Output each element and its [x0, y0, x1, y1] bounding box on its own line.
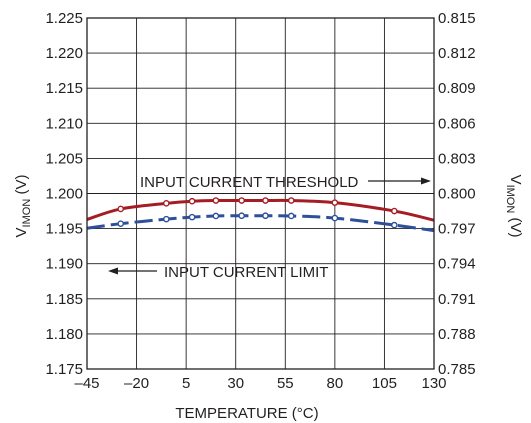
series-1-point	[117, 205, 125, 213]
grid	[86, 17, 435, 370]
y-right-title-sub: IMON	[504, 185, 516, 214]
series-1-point	[287, 197, 295, 204]
series-2-point	[117, 220, 125, 227]
series-2-point	[287, 212, 295, 220]
y-axis-right-title: VIMON (V)	[504, 175, 524, 238]
series-1-point	[163, 200, 170, 207]
y-axis-left-title: VIMON (V)	[13, 175, 33, 238]
series-1-point	[212, 197, 220, 204]
series-2-point	[163, 215, 170, 223]
series-2-point	[188, 213, 196, 221]
y-right-tick-label: 0.809	[438, 80, 476, 97]
y-right-title-unit: (V)	[507, 213, 524, 237]
x-axis-title: TEMPERATURE (°C)	[175, 405, 318, 422]
x-tick-label: 30	[227, 375, 244, 392]
x-tick-label: 5	[182, 375, 190, 392]
y-left-tick-label: 1.175	[45, 361, 83, 378]
y-left-tick-label: 1.225	[45, 10, 83, 27]
series-1-point	[331, 199, 339, 206]
tick-labels: –45 –20 5 30 55 80 105 130 1.175 1.180 1.185 1.190 1…	[45, 10, 475, 392]
annotation-input-current-threshold: INPUT CURRENT THRESHOLD	[140, 174, 359, 191]
series-1-point	[238, 197, 245, 204]
y-left-tick-label: 1.190	[45, 256, 83, 273]
x-tick-label: –45	[74, 375, 99, 392]
y-left-tick-label: 1.200	[45, 186, 83, 203]
arrow-threshold-head	[421, 177, 431, 185]
y-right-tick-label: 0.794	[438, 256, 476, 273]
series-layer	[86, 197, 435, 233]
y-right-tick-label: 0.785	[438, 361, 476, 378]
series-1-point	[188, 197, 196, 205]
y-left-tick-label: 1.215	[45, 80, 83, 97]
series-1-point	[391, 207, 398, 215]
y-right-title-main: V	[507, 175, 524, 185]
y-right-tick-label: 0.791	[438, 291, 476, 308]
y-left-title-unit: (V)	[13, 175, 30, 199]
x-tick-label: 55	[277, 375, 294, 392]
series-2-point	[262, 212, 269, 220]
series-1-point	[262, 197, 269, 204]
series-2-point	[391, 221, 398, 229]
x-tick-label: 105	[372, 375, 397, 392]
y-left-tick-label: 1.210	[45, 115, 83, 132]
y-left-tick-label: 1.180	[45, 326, 83, 343]
x-tick-label: 130	[421, 375, 446, 392]
y-left-title-sub: IMON	[21, 199, 33, 228]
plot-frame	[86, 17, 435, 370]
arrow-limit-head	[108, 267, 118, 275]
series-2-point	[212, 212, 220, 220]
x-tick-label: –20	[124, 375, 149, 392]
y-right-tick-label: 0.803	[438, 150, 476, 167]
y-right-tick-label: 0.815	[438, 10, 476, 27]
y-right-tick-label: 0.800	[438, 186, 476, 203]
y-left-tick-label: 1.205	[45, 150, 83, 167]
series-2-point	[331, 214, 339, 222]
annotation-input-current-limit: INPUT CURRENT LIMIT	[164, 264, 328, 281]
series-2-point	[238, 212, 245, 220]
y-left-title-main: V	[13, 227, 30, 237]
y-right-tick-label: 0.812	[438, 45, 476, 62]
x-tick-label: 80	[327, 375, 344, 392]
y-right-tick-label: 0.806	[438, 115, 476, 132]
y-left-tick-label: 1.220	[45, 45, 83, 62]
y-right-tick-label: 0.797	[438, 221, 476, 238]
y-left-tick-label: 1.195	[45, 221, 83, 238]
y-right-tick-label: 0.788	[438, 326, 476, 343]
y-left-tick-label: 1.185	[45, 291, 83, 308]
